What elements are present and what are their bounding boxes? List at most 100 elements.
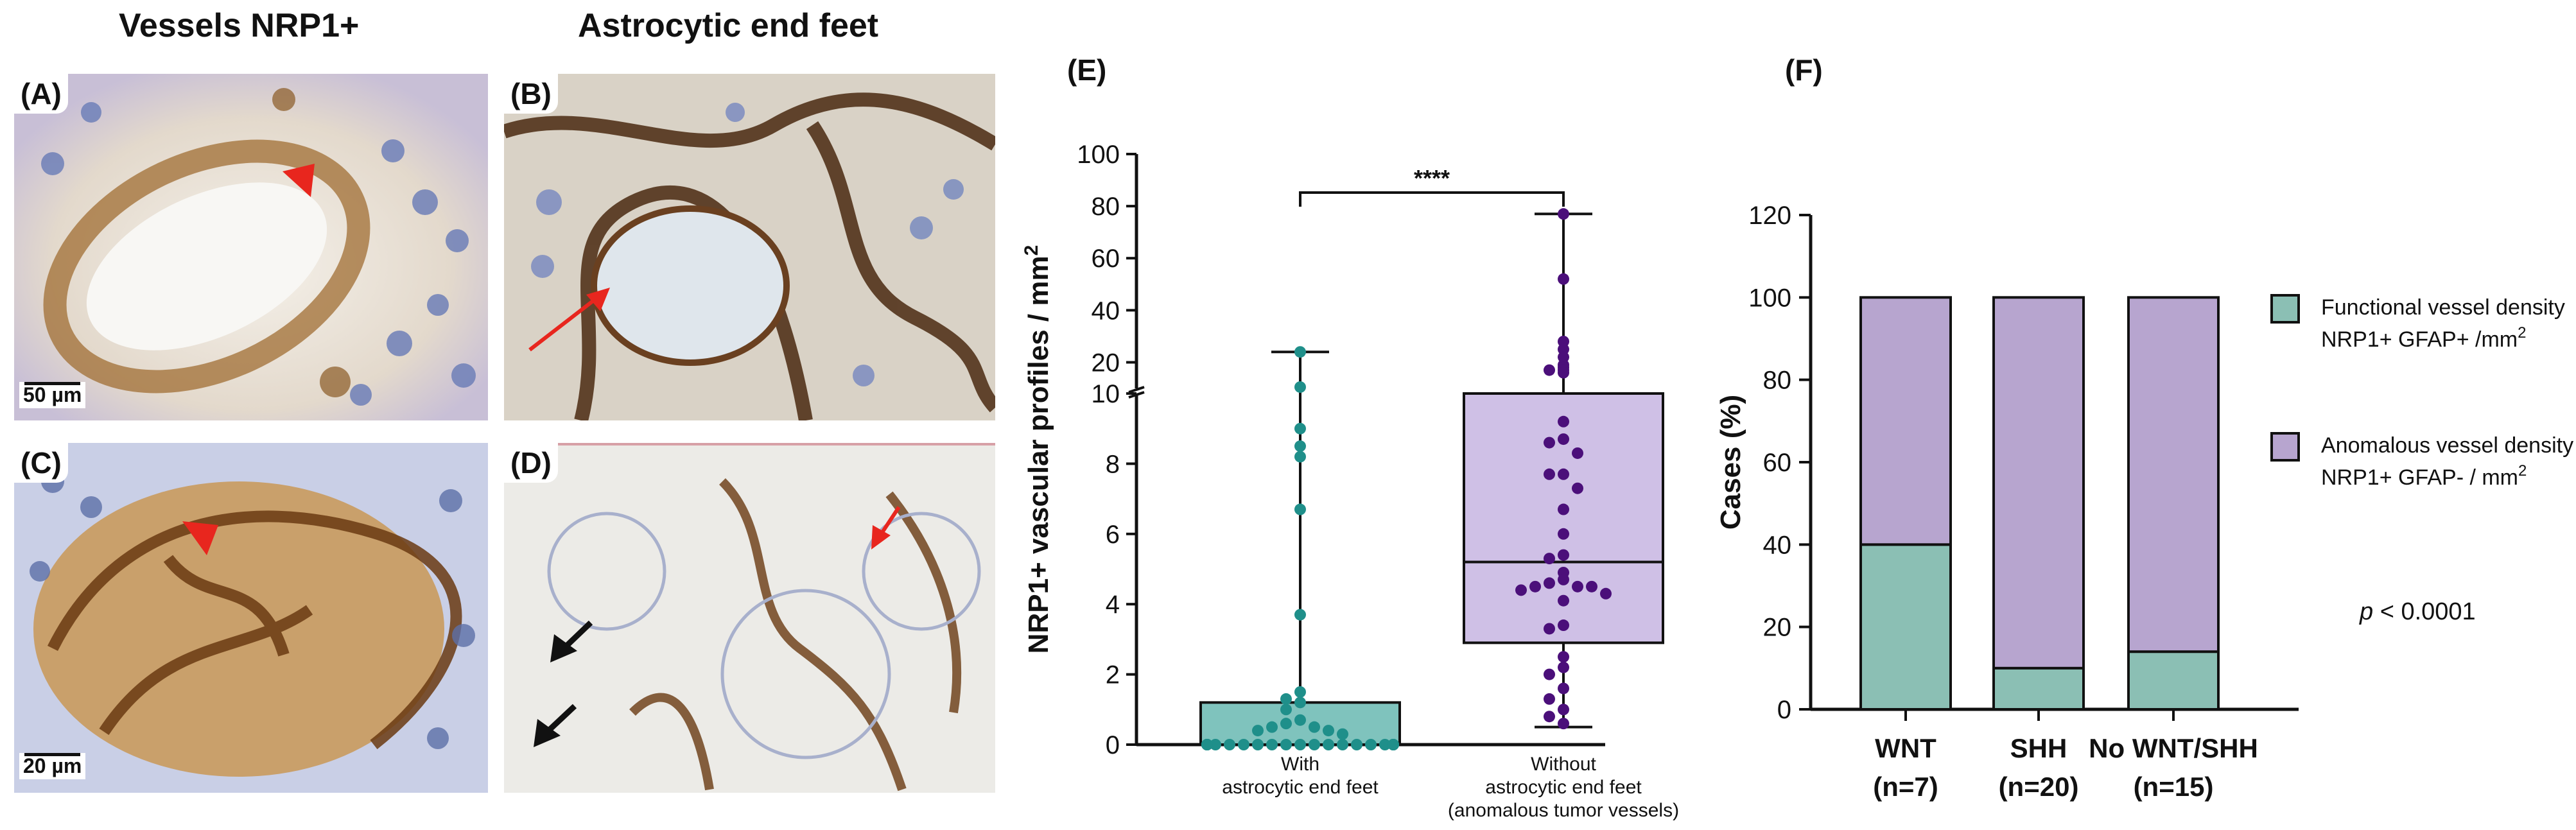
significance-bracket [1299, 191, 1565, 207]
micrograph-d-image [504, 443, 995, 793]
data-point [1280, 693, 1292, 705]
heading-astrocytic: Astrocytic end feet [578, 7, 879, 44]
data-point [1558, 528, 1569, 540]
legend-label-sub: NRP1+ GFAP+ /mm2 [2321, 324, 2526, 352]
data-point [1544, 623, 1555, 635]
micrograph-a-image [14, 74, 488, 420]
bar-segment [2127, 650, 2220, 711]
micrograph-b: (B) [504, 74, 995, 420]
scale-bar-line [24, 753, 81, 756]
data-point [1294, 696, 1306, 709]
data-point [1210, 739, 1221, 750]
data-point [1558, 594, 1569, 607]
data-point [1309, 739, 1320, 750]
x-category-label: Without [1531, 754, 1596, 775]
x-category-label: With [1281, 754, 1319, 775]
y-tick-label: 100 [1748, 284, 1791, 312]
data-point [1280, 718, 1292, 730]
data-point [1529, 580, 1541, 592]
scale-bar-text: 20 µm [23, 754, 82, 777]
legend-label: Functional vessel density [2321, 295, 2565, 320]
data-point [1558, 503, 1569, 515]
y-axis-label: Cases (%) [1715, 395, 1746, 530]
p-value-annotation: p < 0.0001 [2359, 598, 2476, 625]
heading-vessels: Vessels NRP1+ [119, 7, 360, 44]
panel-label-f: (F) [1785, 53, 1823, 87]
y-tick-label: 60 [1763, 449, 1792, 477]
legend-swatch [2270, 432, 2300, 462]
data-point [1572, 580, 1583, 592]
x-category-label: WNT [1875, 733, 1936, 763]
chart-e: 0 2 4 6 8 10 20 40 60 80 100 NRP1+ vascular profile… [1021, 141, 1679, 821]
data-point [1294, 609, 1306, 621]
scale-bar-text: 50 µm [23, 383, 82, 406]
data-point [1379, 739, 1391, 750]
panel-label-e: (E) [1067, 53, 1107, 87]
x-category-label: No WNT/SHH [2089, 733, 2258, 763]
data-point [1600, 587, 1612, 600]
x-category-label: astrocytic end feet [1485, 777, 1642, 798]
data-point [1544, 437, 1555, 449]
data-point [1337, 739, 1348, 750]
y-tick-label: 0 [1106, 731, 1120, 759]
data-point [1323, 739, 1334, 750]
data-point [1558, 573, 1569, 585]
legend-superscript: 2 [2518, 462, 2527, 480]
data-point [1224, 739, 1235, 750]
y-tick-label: 4 [1106, 591, 1120, 619]
data-point [1252, 739, 1264, 750]
data-point [1294, 381, 1306, 393]
data-point [1558, 682, 1569, 695]
data-point [1544, 468, 1555, 480]
legend-superscript: 2 [2518, 324, 2526, 342]
x-category-label: SHH [2010, 733, 2067, 763]
data-point [1294, 739, 1306, 750]
data-point [1201, 739, 1213, 750]
bar-segment [2127, 296, 2220, 653]
x-category-label: (anomalous tumor vessels) [1448, 800, 1679, 821]
data-point [1266, 739, 1278, 750]
y-tick-label: 100 [1077, 141, 1120, 169]
data-point [1544, 693, 1555, 705]
data-point [1388, 739, 1399, 750]
micrograph-c-image [14, 443, 488, 793]
y-tick-label: 20 [1092, 349, 1120, 377]
y-axis-label: NRP1+ vascular profiles / mm2 [1021, 245, 1054, 654]
data-point [1558, 273, 1569, 285]
data-point [1323, 725, 1334, 737]
y-axis-label-superscript: 2 [1021, 245, 1042, 256]
data-point [1558, 433, 1569, 445]
x-category-n: (n=7) [1873, 772, 1938, 802]
axis-break-mark [1128, 386, 1145, 393]
data-point [1252, 725, 1264, 737]
micrograph-b-image [504, 74, 995, 420]
y-tick-label: 8 [1106, 450, 1120, 478]
data-point [1572, 482, 1583, 494]
data-point [1544, 364, 1555, 376]
data-point [1294, 503, 1306, 515]
data-point [1558, 367, 1569, 379]
data-point [1558, 704, 1569, 716]
data-point [1515, 584, 1527, 596]
micrograph-c: (C) 20 µm [14, 443, 488, 793]
data-point [1558, 651, 1569, 663]
data-point [1558, 415, 1569, 428]
data-point [1558, 619, 1569, 632]
data-point [1309, 721, 1320, 733]
data-point [1558, 549, 1569, 561]
data-point [1544, 553, 1555, 565]
y-tick-label: 40 [1763, 531, 1792, 559]
data-point [1558, 208, 1569, 220]
y-tick-label: 2 [1106, 661, 1120, 689]
x-category-n: (n=15) [2134, 772, 2214, 802]
data-point [1572, 447, 1583, 459]
panel-label-b: (B) [504, 74, 558, 114]
y-tick-label: 20 [1763, 614, 1792, 642]
chart-f: 0 20 40 60 80 100 120 Cases (%) WNT (n=7) SHH (n=20… [1715, 202, 2573, 802]
p-value-italic: p [2359, 598, 2373, 625]
data-point [1294, 440, 1306, 453]
data-point [1266, 721, 1278, 733]
scale-bar-c: 20 µm [19, 753, 86, 779]
y-tick-label: 6 [1106, 521, 1120, 549]
data-point [1365, 739, 1377, 750]
